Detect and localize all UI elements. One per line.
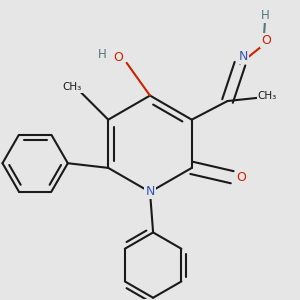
Text: CH₃: CH₃ bbox=[257, 91, 277, 101]
Text: H: H bbox=[261, 9, 270, 22]
Text: H: H bbox=[98, 48, 106, 61]
Text: N: N bbox=[145, 185, 155, 199]
Text: O: O bbox=[262, 34, 271, 47]
Text: O: O bbox=[237, 171, 247, 184]
Text: N: N bbox=[238, 50, 248, 63]
Text: O: O bbox=[113, 51, 123, 64]
Text: CH₃: CH₃ bbox=[63, 82, 82, 92]
